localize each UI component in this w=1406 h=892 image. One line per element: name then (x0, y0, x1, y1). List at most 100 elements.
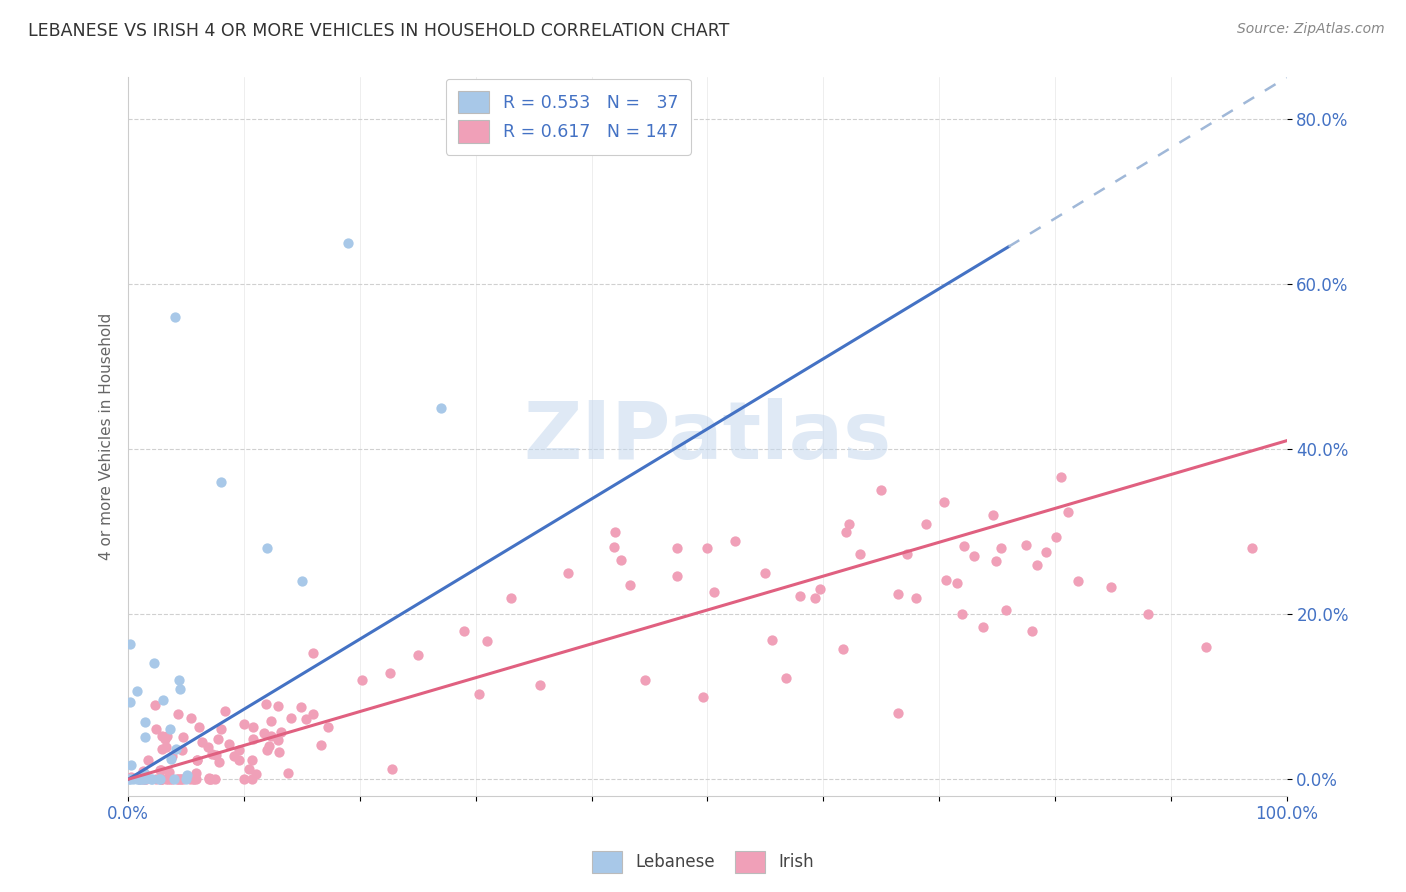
Point (163, 310, 186, 324)
Point (191, 734, 214, 748)
Point (125, 684, 148, 698)
Point (295, 712, 318, 726)
Point (155, 772, 177, 787)
Point (337, 235, 360, 250)
Point (963, 549, 986, 564)
Point (162, 772, 184, 787)
Point (179, 772, 201, 787)
Point (132, 772, 155, 787)
Point (120, 770, 142, 784)
Point (1021, 624, 1043, 638)
Point (209, 722, 232, 736)
Point (156, 729, 179, 743)
Point (145, 722, 167, 736)
Point (696, 541, 718, 555)
Point (145, 772, 167, 787)
Point (134, 772, 156, 787)
Point (153, 732, 176, 747)
Point (166, 772, 188, 787)
Text: Source: ZipAtlas.com: Source: ZipAtlas.com (1237, 22, 1385, 37)
Point (1035, 545, 1057, 559)
Point (122, 772, 145, 787)
Point (176, 768, 198, 782)
Point (994, 603, 1017, 617)
Point (134, 772, 156, 787)
Point (188, 720, 211, 734)
Point (280, 711, 302, 725)
Point (453, 624, 475, 638)
Point (242, 753, 264, 767)
Point (468, 687, 491, 701)
Point (159, 722, 181, 736)
Point (150, 772, 173, 787)
Point (150, 763, 173, 777)
Point (118, 695, 141, 709)
Point (160, 748, 183, 763)
Point (129, 772, 152, 787)
Point (789, 590, 811, 604)
Point (183, 772, 205, 787)
Point (242, 732, 264, 747)
Point (1240, 541, 1263, 555)
Point (610, 553, 633, 567)
Point (887, 587, 910, 601)
Point (983, 508, 1005, 522)
Point (848, 547, 870, 561)
Point (838, 516, 860, 531)
Point (134, 714, 156, 729)
Point (475, 633, 498, 648)
Point (198, 772, 221, 787)
Point (159, 752, 181, 766)
Point (1025, 558, 1047, 572)
Point (143, 698, 166, 712)
Point (157, 772, 180, 787)
Point (290, 699, 312, 714)
Point (232, 717, 254, 731)
Point (835, 524, 858, 539)
Point (1056, 505, 1078, 519)
Point (128, 772, 150, 787)
Point (309, 738, 332, 752)
Point (754, 566, 776, 580)
Point (1194, 640, 1216, 654)
Point (430, 401, 453, 415)
Point (167, 673, 190, 687)
Point (634, 673, 657, 688)
Point (167, 707, 190, 722)
Point (214, 704, 236, 718)
Point (238, 762, 260, 776)
Point (703, 584, 725, 599)
Point (197, 740, 219, 755)
Point (242, 720, 264, 734)
Point (132, 772, 155, 787)
Point (120, 758, 142, 772)
Point (149, 772, 172, 787)
Point (1099, 580, 1122, 594)
Point (150, 772, 173, 787)
Point (666, 541, 689, 555)
Point (207, 732, 229, 747)
Point (174, 772, 197, 787)
Point (499, 591, 522, 605)
Point (972, 620, 994, 634)
Point (232, 772, 254, 787)
Point (134, 772, 156, 787)
Point (603, 524, 626, 539)
Point (169, 772, 191, 787)
Point (201, 747, 224, 761)
Point (256, 743, 278, 757)
Point (200, 772, 222, 787)
Point (267, 745, 290, 759)
Point (205, 748, 228, 763)
Point (352, 673, 374, 687)
Point (228, 753, 250, 767)
Point (159, 772, 181, 787)
Point (529, 678, 551, 692)
Legend: Lebanese, Irish: Lebanese, Irish (585, 845, 821, 880)
Point (831, 642, 853, 657)
Point (301, 706, 323, 721)
Point (172, 772, 194, 787)
Point (1045, 531, 1067, 545)
Point (169, 772, 191, 786)
Point (240, 772, 263, 786)
